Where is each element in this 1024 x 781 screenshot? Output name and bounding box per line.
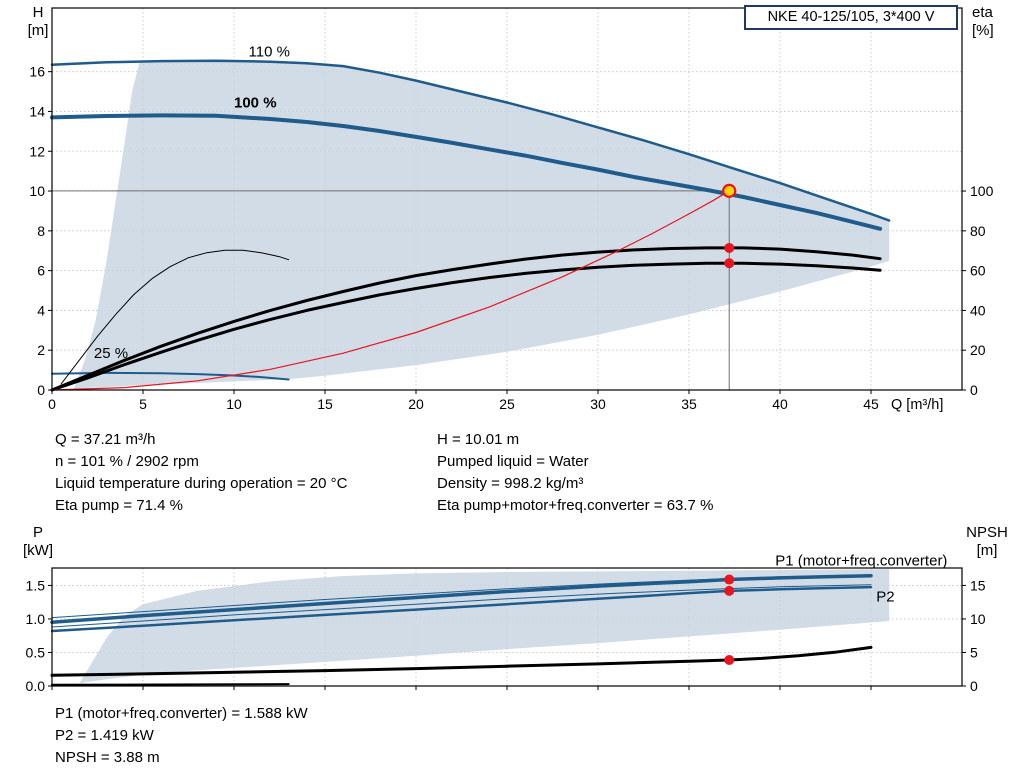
- y-right-tick-label: 20: [970, 342, 986, 358]
- y-left-tick-label: 0.0: [26, 678, 46, 694]
- x-tick-label: 45: [863, 396, 879, 412]
- y-left-tick-label: 6: [37, 263, 45, 279]
- operating-envelope: [79, 569, 890, 684]
- x-axis-title: Q [m³/h]: [891, 397, 943, 413]
- curve-label: 25 %: [94, 345, 128, 362]
- y-right-tick-label: 15: [970, 577, 986, 593]
- curve-npsh: [50, 645, 873, 677]
- y-axis-title-npsh: NPSH [m]: [956, 524, 1018, 560]
- curve-label: P2: [876, 589, 894, 606]
- y-left-tick-label: 1.5: [26, 577, 46, 593]
- curve-p2-thin: [51, 584, 872, 628]
- result-eta-pump: Eta pump = 71.4 %: [55, 497, 183, 514]
- y-right-tick-label: 40: [970, 302, 986, 318]
- y-right-tick-label: 10: [970, 611, 986, 627]
- y-right-tick-label: 0: [970, 382, 978, 398]
- result-density: Density = 998.2 kg/m³: [437, 475, 584, 492]
- x-tick-label: 40: [772, 396, 788, 412]
- curve-label: P1 (motor+freq.converter): [775, 552, 947, 569]
- y-left-tick-label: 12: [29, 143, 45, 159]
- y-right-tick-label: 0: [970, 678, 978, 694]
- curve-affinity-parabola: [51, 190, 730, 391]
- x-tick-label: 15: [317, 396, 333, 412]
- results-column-bottom: P1 (motor+freq.converter) = 1.588 kW P2 …: [55, 703, 308, 769]
- curve-eta-total: [50, 261, 882, 392]
- x-tick-label: 0: [48, 396, 56, 412]
- result-speed: n = 101 % / 2902 rpm: [55, 453, 199, 470]
- axis-title-line: NPSH: [966, 524, 1008, 541]
- axis-title-line: eta: [972, 4, 993, 21]
- power-npsh-chart: 0.0 0.5 1.0 1.5 0 5 10 15 P1 (motor+freq.convert…: [26, 552, 986, 694]
- curve-eta-pump: [50, 246, 882, 392]
- y-left-tick-label: 1.0: [26, 611, 46, 627]
- y-right-tick-label: 60: [970, 263, 986, 279]
- axis-title-line: [m]: [27, 22, 49, 39]
- pump-title-box: NKE 40-125/105, 3*400 V: [744, 5, 958, 30]
- curve-eta-low-speed: [60, 249, 290, 385]
- y-left-tick-label: 4: [37, 302, 45, 318]
- y-axis-title-power: P [kW]: [18, 524, 58, 560]
- x-tick-label: 10: [226, 396, 242, 412]
- duty-marker-dot: [724, 574, 735, 585]
- x-tick-label: 30: [590, 396, 606, 412]
- result-eta-total: Eta pump+motor+freq.converter = 63.7 %: [437, 497, 714, 514]
- result-p2: P2 = 1.419 kW: [55, 727, 154, 744]
- results-column-left: Q = 37.21 m³/h n = 101 % / 2902 rpm Liqu…: [55, 429, 347, 517]
- curve-speed-25: [51, 371, 290, 381]
- duty-marker-dot: [724, 654, 735, 665]
- y-left-tick-label: 14: [29, 103, 45, 119]
- y-axis-title-head: H [m]: [20, 4, 56, 40]
- duty-marker-dot: [724, 242, 735, 253]
- y-right-tick-label: 100: [970, 183, 994, 199]
- duty-marker-dot: [724, 258, 735, 269]
- y-right-tick-label: 80: [970, 223, 986, 239]
- results-column-right: H = 10.01 m Pumped liquid = Water Densit…: [437, 429, 713, 517]
- curve-label: 110 %: [249, 44, 290, 61]
- y-left-tick-label: 16: [29, 64, 45, 80]
- axis-title-line: P: [32, 524, 43, 541]
- y-axis-title-eta: eta [%]: [972, 4, 1022, 40]
- result-liquid-temperature: Liquid temperature during operation = 20…: [55, 475, 348, 492]
- curve-p1: [50, 573, 873, 625]
- result-head: H = 10.01 m: [437, 431, 520, 448]
- curve-p-low-speed: [51, 683, 290, 686]
- y-left-tick-label: 0: [37, 382, 45, 398]
- duty-point[interactable]: [722, 183, 737, 198]
- curve-speed-100: [50, 113, 883, 231]
- axis-title-line: [kW]: [23, 542, 53, 559]
- curve-p2: [50, 585, 873, 633]
- result-pumped-liquid: Pumped liquid = Water: [437, 453, 589, 470]
- y-right-tick-label: 5: [970, 644, 978, 660]
- pump-title: NKE 40-125/105, 3*400 V: [767, 9, 935, 25]
- x-tick-label: 35: [681, 396, 697, 412]
- result-p1: P1 (motor+freq.converter) = 1.588 kW: [55, 705, 308, 722]
- curve-speed-110: [50, 59, 891, 222]
- y-left-tick-label: 2: [37, 342, 45, 358]
- result-flow: Q = 37.21 m³/h: [55, 431, 156, 448]
- x-tick-label: 25: [499, 396, 515, 412]
- y-left-tick-label: 0.5: [26, 644, 46, 660]
- axis-title-line: [%]: [972, 22, 994, 39]
- axis-title-line: H: [32, 4, 44, 21]
- y-left-tick-label: 10: [29, 183, 45, 199]
- x-tick-label: 20: [408, 396, 424, 412]
- head-eta-chart: 0 2 4 6 8 10 12 14 16 0 20 40 60 80 100 0 5 10 15 20 25 30 35 4…: [29, 7, 994, 413]
- duty-marker-dot: [724, 585, 735, 596]
- curve-label: 100 %: [234, 94, 277, 111]
- axis-title-line: [m]: [976, 542, 998, 559]
- x-tick-label: 5: [139, 396, 147, 412]
- result-npsh: NPSH = 3.88 m: [55, 749, 160, 766]
- y-left-tick-label: 8: [37, 223, 45, 239]
